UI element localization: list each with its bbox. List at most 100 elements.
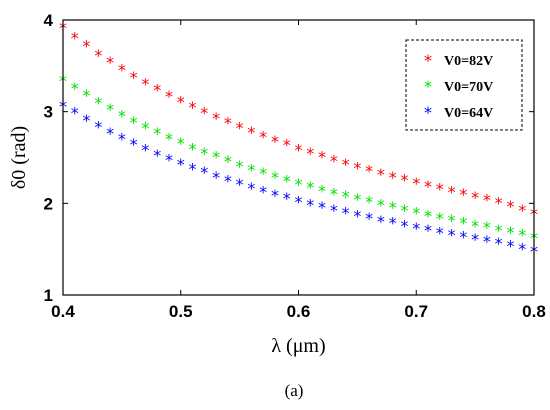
data-point: * bbox=[448, 211, 456, 230]
data-point: * bbox=[94, 117, 102, 136]
data-point: * bbox=[342, 187, 350, 206]
data-point: * bbox=[283, 136, 291, 155]
data-point: * bbox=[459, 227, 467, 246]
data-point: * bbox=[424, 221, 432, 240]
data-point: * bbox=[165, 129, 173, 148]
data-point: * bbox=[459, 214, 467, 233]
legend-marker: * bbox=[424, 77, 432, 96]
data-point: * bbox=[118, 129, 126, 148]
data-point: * bbox=[130, 113, 138, 132]
data-point: * bbox=[448, 182, 456, 201]
data-point: * bbox=[295, 140, 303, 159]
data-point: * bbox=[483, 232, 491, 251]
data-point: * bbox=[459, 185, 467, 204]
data-point: * bbox=[247, 123, 255, 142]
data-point: * bbox=[365, 209, 373, 228]
data-point: * bbox=[224, 152, 232, 171]
legend-box bbox=[405, 39, 523, 131]
data-point: * bbox=[165, 87, 173, 106]
data-point: * bbox=[495, 221, 503, 240]
data-point: * bbox=[259, 164, 267, 183]
data-point: * bbox=[200, 144, 208, 163]
data-point: * bbox=[71, 79, 79, 98]
data-point: * bbox=[318, 198, 326, 217]
data-point: * bbox=[353, 206, 361, 225]
data-point: * bbox=[318, 148, 326, 167]
legend-label: V0=82V bbox=[444, 54, 493, 69]
data-point: * bbox=[306, 178, 314, 197]
legend-label: V0=64V bbox=[444, 106, 493, 121]
data-point: * bbox=[106, 124, 114, 143]
x-axis-label: λ (μm) bbox=[271, 335, 325, 357]
data-point: * bbox=[495, 234, 503, 253]
data-point: * bbox=[424, 206, 432, 225]
data-point: * bbox=[448, 226, 456, 245]
data-point: * bbox=[94, 94, 102, 113]
data-point: * bbox=[295, 193, 303, 212]
data-point: * bbox=[330, 201, 338, 220]
data-point: * bbox=[141, 118, 149, 137]
data-point: * bbox=[259, 182, 267, 201]
data-point: * bbox=[400, 201, 408, 220]
data-point: * bbox=[106, 100, 114, 119]
data-point: * bbox=[400, 171, 408, 190]
data-point: * bbox=[400, 216, 408, 235]
data-point: * bbox=[141, 140, 149, 159]
data-point: * bbox=[271, 186, 279, 205]
data-point: * bbox=[212, 168, 220, 187]
legend-label: V0=70V bbox=[444, 80, 493, 95]
data-point: * bbox=[177, 93, 185, 112]
data-point: * bbox=[412, 219, 420, 238]
y-tick-label: 1 bbox=[44, 286, 53, 305]
data-point: * bbox=[353, 159, 361, 178]
data-point: * bbox=[506, 237, 514, 256]
data-point: * bbox=[224, 171, 232, 190]
data-point: * bbox=[365, 193, 373, 212]
data-point: * bbox=[436, 209, 444, 228]
data-point: * bbox=[424, 177, 432, 196]
data-point: * bbox=[94, 46, 102, 65]
data-point: * bbox=[389, 214, 397, 233]
data-point: * bbox=[436, 224, 444, 243]
data-point: * bbox=[106, 53, 114, 72]
data-point: * bbox=[177, 155, 185, 174]
data-point: * bbox=[506, 223, 514, 242]
data-point: * bbox=[259, 127, 267, 146]
data-point: * bbox=[118, 106, 126, 125]
data-point: * bbox=[353, 190, 361, 209]
figure-caption: (a) bbox=[285, 381, 304, 400]
data-point: * bbox=[389, 168, 397, 187]
data-point: * bbox=[177, 134, 185, 153]
data-point: * bbox=[153, 124, 161, 143]
data-point: * bbox=[295, 175, 303, 194]
data-point: * bbox=[236, 118, 244, 137]
data-point: * bbox=[506, 197, 514, 216]
y-tick-label: 2 bbox=[44, 194, 53, 213]
data-point: * bbox=[247, 160, 255, 179]
data-point: * bbox=[83, 86, 91, 105]
data-point: * bbox=[471, 188, 479, 207]
data-point: * bbox=[518, 239, 526, 258]
data-point: * bbox=[342, 204, 350, 223]
data-point: * bbox=[330, 151, 338, 170]
data-point: * bbox=[495, 193, 503, 212]
data-point: * bbox=[200, 163, 208, 182]
y-axis-label: δ0 (rad) bbox=[8, 126, 30, 189]
data-point: * bbox=[130, 68, 138, 87]
data-point: * bbox=[318, 182, 326, 201]
data-point: * bbox=[483, 218, 491, 237]
data-point: * bbox=[118, 61, 126, 80]
data-point: * bbox=[141, 74, 149, 93]
y-tick-label: 4 bbox=[44, 11, 54, 30]
data-point: * bbox=[283, 189, 291, 208]
axes: 0.4 0.5 0.6 0.7 0.8 1 2 3 4 bbox=[44, 11, 546, 321]
data-point: * bbox=[83, 37, 91, 56]
data-point: * bbox=[153, 81, 161, 100]
data-point: * bbox=[189, 160, 197, 179]
data-point: * bbox=[377, 165, 385, 184]
data-point: * bbox=[471, 230, 479, 249]
data-point: * bbox=[471, 216, 479, 235]
data-point: * bbox=[377, 212, 385, 231]
data-point: * bbox=[165, 150, 173, 169]
